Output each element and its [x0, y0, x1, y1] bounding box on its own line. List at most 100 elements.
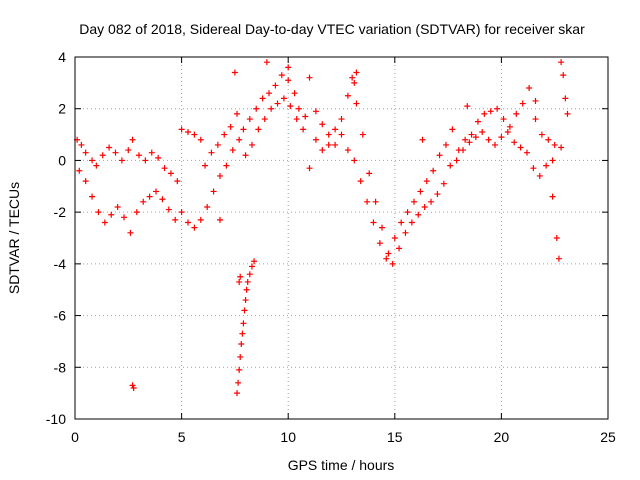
data-point — [148, 149, 155, 156]
data-point — [204, 203, 211, 210]
data-point — [408, 219, 415, 226]
data-point — [351, 79, 358, 86]
data-point — [447, 162, 454, 169]
data-point — [101, 219, 108, 226]
data-point — [519, 100, 526, 107]
data-point — [423, 178, 430, 185]
data-point — [372, 198, 379, 205]
data-point — [532, 97, 539, 104]
data-point — [344, 92, 351, 99]
data-points — [74, 59, 571, 397]
data-point — [278, 72, 285, 79]
series-main-band-lower — [76, 95, 562, 267]
data-point — [487, 108, 494, 115]
data-point — [167, 170, 174, 177]
data-point — [237, 273, 244, 280]
data-point — [216, 216, 223, 223]
y-tick-label: 0 — [58, 152, 66, 168]
data-point — [558, 59, 565, 66]
data-point — [325, 131, 332, 138]
data-point — [293, 116, 300, 123]
data-point — [564, 110, 571, 117]
data-point — [472, 134, 479, 141]
data-point — [253, 105, 260, 112]
data-point — [266, 90, 273, 97]
data-point — [76, 167, 83, 174]
y-tick-label: -8 — [54, 359, 67, 375]
data-point — [558, 144, 565, 151]
series-outlier-dip — [234, 258, 258, 397]
data-point — [434, 191, 441, 198]
data-point — [391, 235, 398, 241]
data-point — [449, 126, 456, 133]
data-point — [99, 152, 106, 159]
data-point — [513, 110, 520, 117]
data-point — [238, 341, 245, 348]
data-point — [440, 180, 447, 187]
data-point — [240, 126, 247, 133]
series-main-band-upper — [74, 72, 565, 257]
data-point — [536, 172, 543, 179]
grid — [75, 57, 608, 419]
data-point — [231, 69, 238, 76]
data-point — [549, 157, 556, 164]
data-point — [543, 162, 550, 169]
data-point — [560, 72, 567, 79]
data-point — [349, 74, 356, 81]
data-point — [460, 147, 467, 154]
data-point — [325, 141, 332, 148]
data-point — [174, 178, 181, 185]
data-point — [241, 307, 248, 314]
data-point — [436, 152, 443, 159]
data-point — [555, 255, 562, 262]
data-point — [133, 209, 140, 216]
data-point — [551, 141, 558, 148]
data-point — [155, 154, 162, 161]
data-point — [498, 134, 505, 141]
data-point — [95, 209, 102, 216]
data-point — [263, 59, 270, 66]
data-point — [197, 216, 204, 223]
data-point — [244, 278, 251, 285]
data-point — [428, 198, 435, 205]
y-tick-label: -2 — [54, 204, 67, 220]
data-point — [259, 95, 266, 102]
data-point — [300, 126, 307, 133]
data-point — [242, 152, 249, 159]
data-point — [243, 286, 250, 293]
x-tick-label: 0 — [71, 429, 79, 445]
data-point — [135, 152, 142, 159]
data-point — [234, 390, 241, 397]
data-point — [415, 211, 422, 218]
data-point — [214, 141, 221, 148]
data-point — [485, 136, 492, 143]
data-point — [504, 128, 511, 135]
data-point — [287, 103, 294, 110]
data-point — [464, 103, 471, 110]
data-point — [332, 126, 339, 133]
data-point — [523, 149, 530, 156]
data-point — [319, 121, 326, 128]
data-point — [357, 178, 364, 185]
data-point — [306, 74, 313, 81]
data-point — [532, 116, 539, 123]
data-point — [545, 136, 552, 143]
data-point — [366, 170, 373, 177]
data-point — [130, 384, 137, 391]
data-point — [178, 126, 185, 133]
data-point — [285, 77, 292, 84]
data-point — [295, 105, 302, 112]
data-point — [178, 209, 185, 216]
data-point — [385, 250, 392, 257]
data-point — [370, 219, 377, 226]
x-tick-label: 15 — [387, 429, 403, 445]
data-point — [159, 196, 166, 203]
data-point — [118, 157, 125, 164]
data-point — [553, 235, 560, 241]
data-point — [511, 139, 518, 146]
data-point — [389, 260, 396, 267]
data-point — [172, 216, 179, 223]
data-point — [227, 123, 234, 130]
data-point — [280, 95, 287, 102]
data-point — [312, 136, 319, 143]
